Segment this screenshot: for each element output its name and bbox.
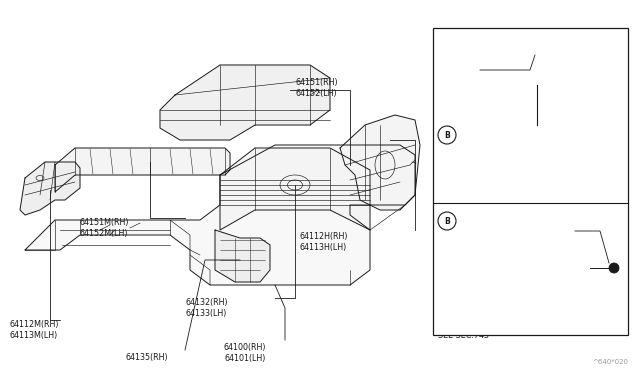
Text: 64100(RH)
64101(LH): 64100(RH) 64101(LH) <box>224 343 266 363</box>
Text: SEE SEC.745: SEE SEC.745 <box>438 331 489 340</box>
Polygon shape <box>160 65 330 140</box>
Text: (2)  16419M: (2) 16419M <box>460 228 508 237</box>
Polygon shape <box>443 218 595 321</box>
Polygon shape <box>215 230 270 282</box>
Text: 08146-8162G: 08146-8162G <box>460 128 515 137</box>
Text: B: B <box>444 217 450 225</box>
Text: 64151(RH)
64152(LH): 64151(RH) 64152(LH) <box>295 78 338 98</box>
Text: 64112M(RH)
64113M(LH): 64112M(RH) 64113M(LH) <box>10 320 60 340</box>
Polygon shape <box>55 148 230 192</box>
Text: 08146-6162G: 08146-6162G <box>460 215 515 224</box>
Polygon shape <box>528 38 620 90</box>
Text: B: B <box>444 131 450 140</box>
Bar <box>433 28 628 335</box>
Text: 64135(RH): 64135(RH) <box>125 353 168 362</box>
Text: 64112H(RH)
64113H(LH): 64112H(RH) 64113H(LH) <box>300 232 349 252</box>
Polygon shape <box>220 148 370 230</box>
Polygon shape <box>340 115 420 210</box>
Polygon shape <box>25 145 415 285</box>
Text: 64151M(RH)
64152M(LH): 64151M(RH) 64152M(LH) <box>80 218 129 238</box>
Text: ^640*020: ^640*020 <box>592 359 628 365</box>
Text: 14952: 14952 <box>445 61 470 70</box>
Polygon shape <box>20 162 80 215</box>
Circle shape <box>609 263 619 273</box>
Text: 64132(RH)
64133(LH): 64132(RH) 64133(LH) <box>185 298 228 318</box>
Text: (3): (3) <box>468 143 479 152</box>
